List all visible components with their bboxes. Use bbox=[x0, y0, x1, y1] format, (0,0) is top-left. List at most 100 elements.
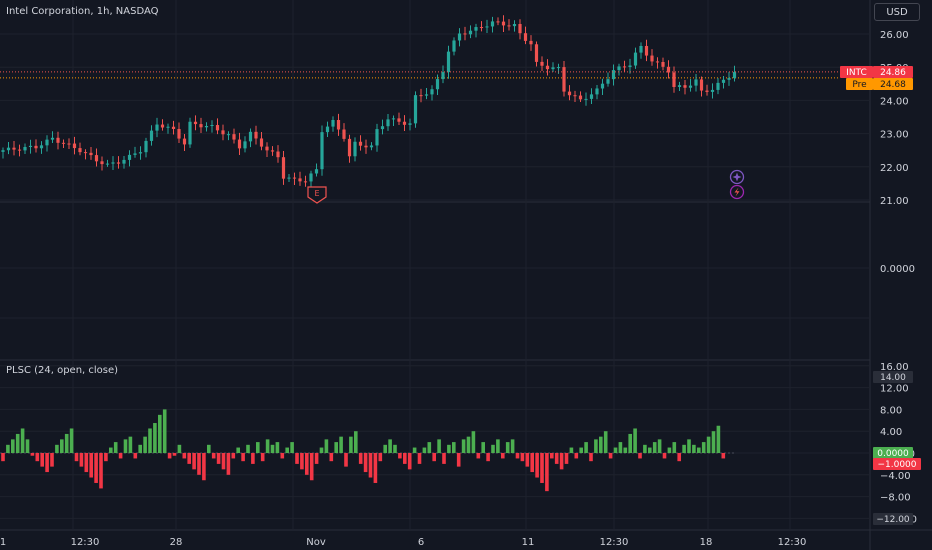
candle-body bbox=[243, 141, 247, 149]
histogram-bar bbox=[584, 442, 588, 453]
histogram-bar bbox=[329, 453, 334, 462]
histogram-bar bbox=[662, 453, 667, 459]
candle-body bbox=[188, 121, 192, 145]
histogram-bar bbox=[187, 453, 191, 464]
histogram-bar bbox=[407, 453, 412, 470]
osc-tick-label: −8.00 bbox=[880, 493, 911, 504]
candle-body bbox=[28, 145, 33, 148]
histogram-bar bbox=[476, 453, 481, 459]
candle-body bbox=[210, 125, 214, 127]
histogram-bar bbox=[417, 453, 422, 464]
candle-body bbox=[650, 55, 654, 62]
currency-button[interactable]: USD bbox=[874, 3, 920, 21]
histogram-bar bbox=[148, 428, 152, 453]
candle-body bbox=[281, 157, 286, 179]
time-tick-label: 12:30 bbox=[71, 537, 100, 548]
histogram-bar bbox=[589, 453, 593, 462]
candle-body bbox=[474, 27, 478, 31]
time-tick-label: Nov bbox=[306, 537, 326, 548]
middle-pane-tick: 0.0000 bbox=[880, 264, 915, 275]
candle-body bbox=[380, 126, 385, 130]
histogram-bar bbox=[368, 453, 373, 478]
candle-body bbox=[325, 126, 330, 133]
candle-body bbox=[72, 143, 77, 149]
histogram-bar bbox=[481, 442, 485, 453]
histogram-bar bbox=[628, 433, 632, 453]
histogram-bar bbox=[177, 444, 182, 453]
histogram-bar bbox=[427, 442, 432, 453]
histogram-bar bbox=[324, 439, 329, 453]
histogram-bar bbox=[442, 453, 446, 464]
histogram-bar bbox=[657, 439, 662, 453]
star-event-icon[interactable] bbox=[729, 169, 745, 185]
histogram-bar bbox=[118, 453, 123, 459]
candle-body bbox=[336, 119, 341, 130]
candle-body bbox=[303, 181, 308, 183]
histogram-bar bbox=[35, 453, 40, 462]
histogram-bar bbox=[711, 431, 716, 453]
candle-body bbox=[83, 152, 88, 154]
candle-body bbox=[468, 30, 473, 35]
candle-body bbox=[221, 130, 225, 135]
histogram-bar bbox=[697, 447, 701, 453]
histogram-bar bbox=[275, 442, 280, 453]
histogram-bar bbox=[143, 436, 147, 453]
candles-group bbox=[1, 15, 737, 188]
time-tick-label: 12:30 bbox=[778, 537, 807, 548]
candle-body bbox=[298, 178, 302, 182]
histogram-bar bbox=[202, 453, 206, 481]
earnings-marker[interactable]: E bbox=[307, 186, 327, 204]
histogram-bar bbox=[574, 453, 579, 459]
osc-lower-tag: −12.00 bbox=[873, 513, 913, 525]
candle-body bbox=[732, 72, 737, 79]
histogram-bar bbox=[667, 447, 672, 453]
histogram-bar bbox=[461, 439, 466, 453]
candle-body bbox=[342, 129, 346, 139]
candle-body bbox=[622, 66, 627, 68]
histogram-bar bbox=[104, 453, 108, 462]
candle-body bbox=[369, 145, 374, 148]
svg-text:14.00: 14.00 bbox=[880, 373, 906, 383]
histogram-bar bbox=[55, 444, 59, 453]
candle-body bbox=[237, 139, 242, 149]
histogram-bar bbox=[716, 425, 721, 453]
histogram-bar bbox=[599, 436, 603, 453]
candle-body bbox=[523, 33, 528, 41]
osc-tick-label: 16.00 bbox=[880, 362, 909, 373]
candle-body bbox=[518, 24, 522, 34]
histogram-bar bbox=[613, 447, 618, 453]
histogram-bar bbox=[251, 453, 255, 464]
histogram-bar bbox=[50, 453, 54, 467]
histogram-bar bbox=[501, 453, 505, 459]
histogram-bar bbox=[260, 453, 265, 462]
price-tick-label: 24.00 bbox=[880, 96, 909, 107]
histogram-bar bbox=[128, 436, 133, 453]
candle-body bbox=[166, 126, 170, 128]
histogram-bar bbox=[1, 453, 5, 462]
histogram-bar bbox=[40, 453, 44, 467]
candle-body bbox=[353, 141, 357, 157]
histogram-bar bbox=[358, 453, 363, 464]
histogram-bar bbox=[569, 447, 574, 453]
candle-body bbox=[408, 123, 412, 125]
candle-body bbox=[226, 134, 231, 136]
histogram-bar bbox=[94, 453, 98, 483]
price-tick-label: 23.00 bbox=[880, 130, 909, 141]
candle-body bbox=[391, 118, 396, 120]
dividend-event-icon[interactable] bbox=[729, 184, 745, 200]
histogram-bar bbox=[265, 439, 270, 453]
candle-body bbox=[265, 146, 269, 151]
time-tick-label: 12:30 bbox=[600, 537, 629, 548]
histogram-bar bbox=[89, 453, 93, 478]
indicator-label: PLSC (24, open, close) bbox=[6, 365, 118, 376]
histogram-bar bbox=[290, 442, 294, 453]
histogram-bar bbox=[45, 453, 49, 473]
histogram-bar bbox=[491, 444, 495, 453]
histogram-bar bbox=[60, 439, 64, 453]
candle-body bbox=[562, 67, 566, 92]
time-tick-label: 28 bbox=[170, 537, 183, 548]
histogram-bar bbox=[682, 444, 686, 453]
histogram-bar bbox=[158, 414, 162, 453]
candle-body bbox=[556, 67, 561, 69]
